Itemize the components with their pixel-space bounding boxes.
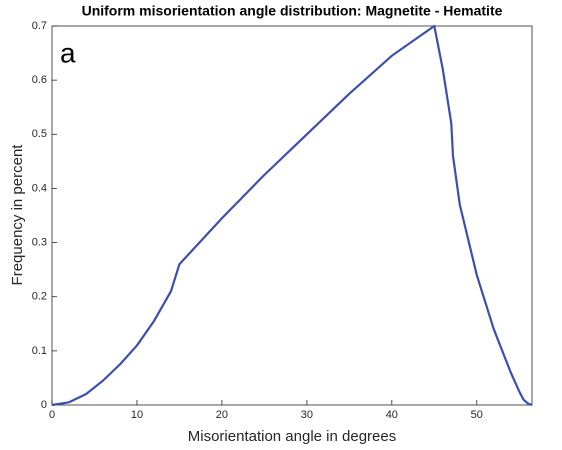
y-tick-label: 0.5 <box>32 128 47 140</box>
x-tick-label: 0 <box>49 409 55 421</box>
x-tick-label: 30 <box>301 409 313 421</box>
y-tick-label: 0.3 <box>32 236 47 248</box>
panel-label: a <box>60 37 76 68</box>
y-tick-label: 0.7 <box>32 20 47 32</box>
x-tick-label: 40 <box>386 409 398 421</box>
plot-frame <box>51 25 533 406</box>
y-tick-label: 0.2 <box>32 291 47 303</box>
data-line <box>51 24 533 407</box>
x-tick-label: 50 <box>471 409 483 421</box>
x-tick-label: 20 <box>216 409 228 421</box>
y-axis-label: Frequency in percent <box>9 144 26 286</box>
chart-title: Uniform misorientation angle distributio… <box>82 3 503 19</box>
y-tick-label: 0.4 <box>32 182 47 194</box>
x-tick-label: 10 <box>131 409 143 421</box>
x-axis-label: Misorientation angle in degrees <box>188 428 396 445</box>
y-tick-label: 0 <box>41 399 47 411</box>
y-tick-label: 0.6 <box>32 74 47 86</box>
y-tick-label: 0.1 <box>32 345 47 357</box>
